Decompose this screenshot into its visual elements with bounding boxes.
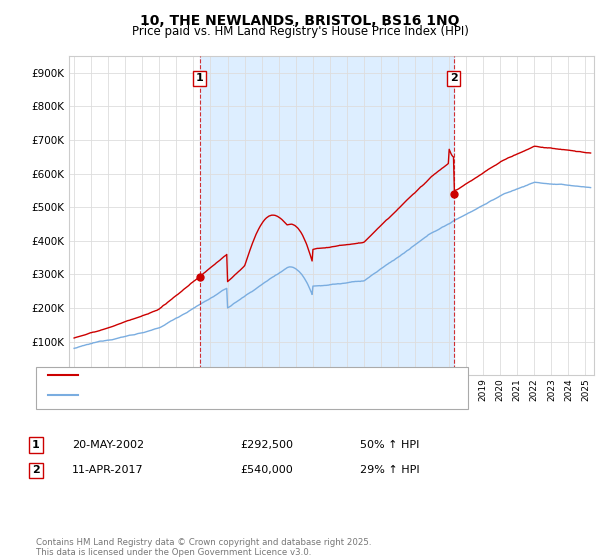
Text: 1: 1 — [32, 440, 40, 450]
Text: £292,500: £292,500 — [240, 440, 293, 450]
Text: 50% ↑ HPI: 50% ↑ HPI — [360, 440, 419, 450]
Text: 11-APR-2017: 11-APR-2017 — [72, 465, 143, 475]
Text: 29% ↑ HPI: 29% ↑ HPI — [360, 465, 419, 475]
Text: Price paid vs. HM Land Registry's House Price Index (HPI): Price paid vs. HM Land Registry's House … — [131, 25, 469, 38]
Text: HPI: Average price, detached house, South Gloucestershire: HPI: Average price, detached house, Sout… — [84, 390, 393, 400]
Text: 10, THE NEWLANDS, BRISTOL, BS16 1NQ: 10, THE NEWLANDS, BRISTOL, BS16 1NQ — [140, 14, 460, 28]
Text: 1: 1 — [196, 73, 203, 83]
Bar — [200, 56, 454, 375]
Text: Contains HM Land Registry data © Crown copyright and database right 2025.
This d: Contains HM Land Registry data © Crown c… — [36, 538, 371, 557]
Text: £540,000: £540,000 — [240, 465, 293, 475]
Text: 2: 2 — [450, 73, 458, 83]
Text: 2: 2 — [32, 465, 40, 475]
Text: 20-MAY-2002: 20-MAY-2002 — [72, 440, 144, 450]
Text: 10, THE NEWLANDS, BRISTOL, BS16 1NQ (detached house): 10, THE NEWLANDS, BRISTOL, BS16 1NQ (det… — [84, 370, 392, 380]
